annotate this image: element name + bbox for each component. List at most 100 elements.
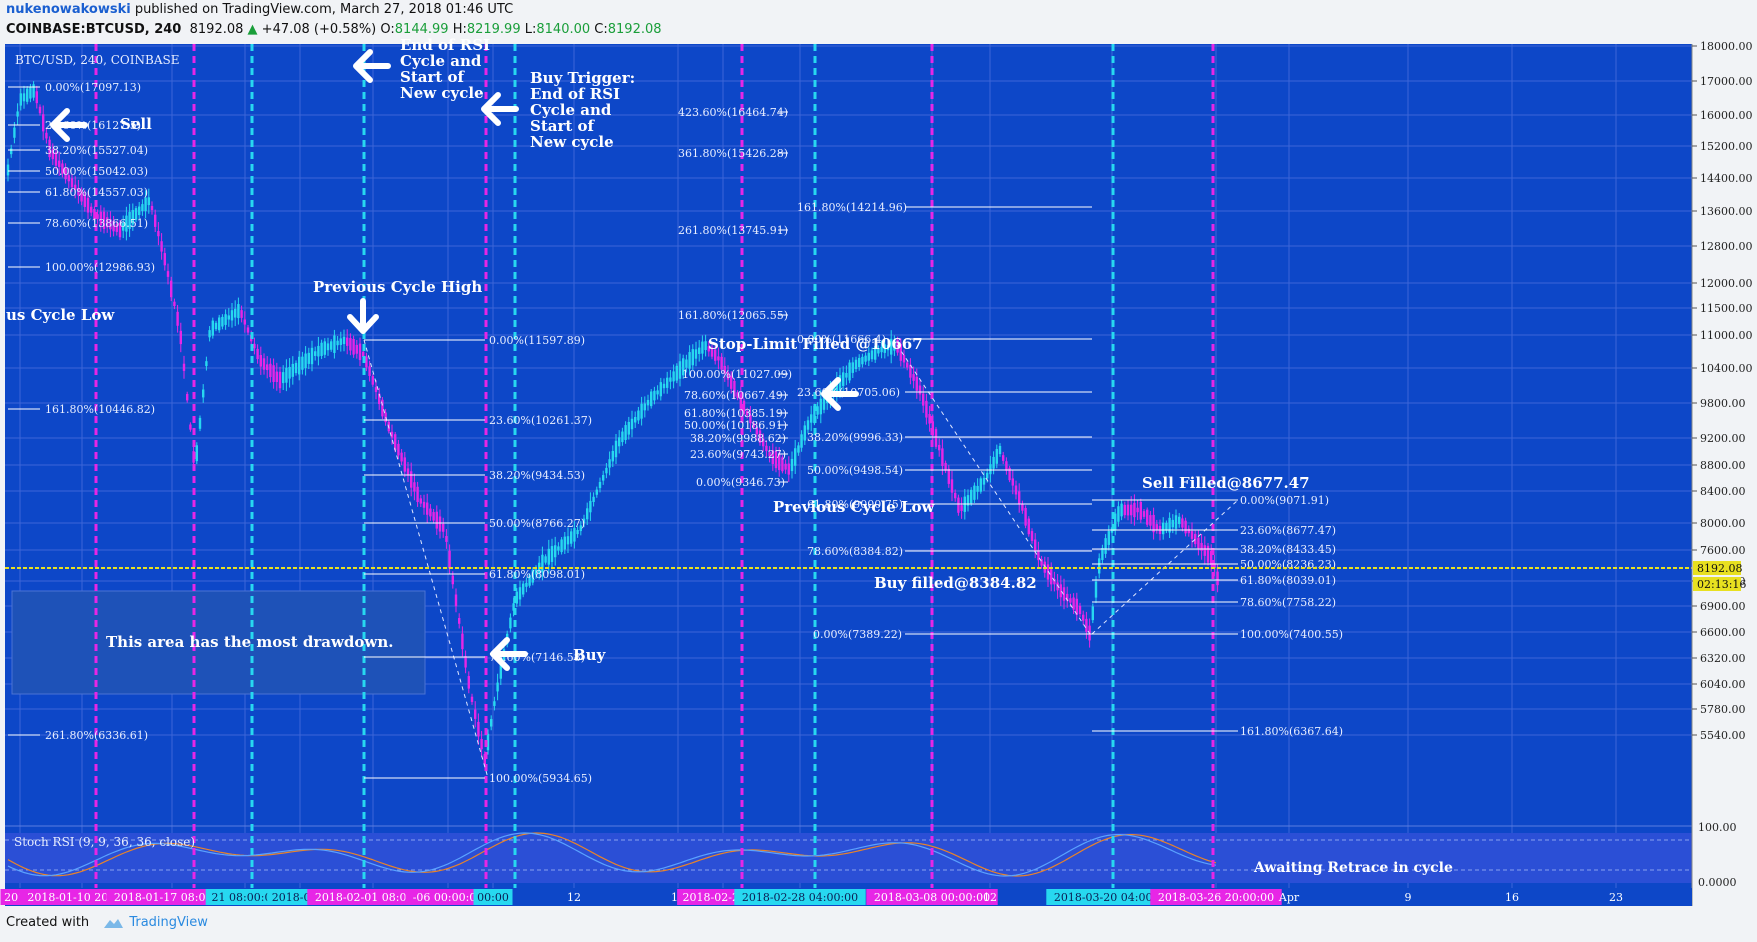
annotation-1: Cycle and <box>400 52 482 70</box>
candle-body-220 <box>710 347 714 357</box>
candle-body-107 <box>349 338 352 351</box>
candle-body-3 <box>16 111 19 117</box>
candle-body-194 <box>627 421 630 435</box>
candle-body-216 <box>698 347 701 354</box>
candle-body-106 <box>346 337 349 346</box>
candle-body-2 <box>13 127 16 138</box>
fib-label-16: 423.60%(16464.74) <box>678 106 788 119</box>
candle-body-229 <box>739 394 742 409</box>
candle-body-182 <box>589 500 592 513</box>
candle-body-31 <box>106 217 109 228</box>
candle-body-29 <box>99 211 102 226</box>
candle-body-261 <box>842 372 845 386</box>
candle-body-367 <box>1181 518 1184 528</box>
y-tick-label-21: 6040.00 <box>1700 678 1746 691</box>
candle-body-150 <box>486 733 490 751</box>
candle-body-139 <box>451 575 454 585</box>
annotation-13: Buy <box>573 646 607 664</box>
candle-body-275 <box>886 345 890 351</box>
candle-body-283 <box>912 374 915 381</box>
candle-body-373 <box>1200 542 1203 551</box>
candle-body-193 <box>624 425 627 441</box>
candle-body-297 <box>957 497 960 513</box>
candle-body-72 <box>237 304 240 319</box>
fib-label-13: 61.80%(8098.01) <box>489 568 585 581</box>
candle-body-359 <box>1155 524 1158 530</box>
candle-body-46 <box>154 214 157 227</box>
x-tick-label-16: Apr <box>1278 891 1300 904</box>
candle-body-1 <box>10 148 13 155</box>
candle-body-249 <box>803 425 806 441</box>
candle-body-330 <box>1062 587 1066 601</box>
candle-body-311 <box>1002 455 1005 461</box>
candle-body-48 <box>160 241 163 252</box>
candle-body-114 <box>371 376 374 385</box>
candle-body-133 <box>432 512 435 521</box>
candle-body-304 <box>979 478 982 492</box>
candle-body-217 <box>701 341 704 354</box>
candle-body-348 <box>1120 503 1123 517</box>
candle-body-244 <box>787 463 790 475</box>
candle-body-19 <box>67 175 70 182</box>
fib-label-17: 361.80%(15426.28) <box>678 147 788 160</box>
candle-body-239 <box>771 450 774 465</box>
y-tick-label-22: 5780.00 <box>1700 703 1746 716</box>
candle-body-285 <box>918 385 922 395</box>
candle-body-121 <box>394 434 397 451</box>
fib-levels: 0.00%(17097.13)23.60%(16127.5)38.20%(155… <box>8 81 1343 785</box>
annotation-2: Start of <box>400 68 466 86</box>
candle-body-250 <box>806 420 810 430</box>
open-value: 8144.99 <box>394 22 449 37</box>
candle-body-102 <box>333 335 336 353</box>
arrow-shape <box>353 49 391 83</box>
candle-body-263 <box>848 362 851 381</box>
candle-body-6 <box>26 88 29 102</box>
candle-body-10 <box>38 106 42 114</box>
candle-body-73 <box>240 310 243 318</box>
candle-body-233 <box>752 422 755 428</box>
candle-body-23 <box>80 190 83 202</box>
fib-label-12: 50.00%(8766.27) <box>489 517 585 530</box>
candle-body-353 <box>1136 507 1139 513</box>
candle-body-237 <box>765 445 768 452</box>
candle-body-251 <box>810 414 813 423</box>
author-name[interactable]: nukenowakowski <box>6 2 131 17</box>
candle-body-273 <box>880 346 883 353</box>
tradingview-link[interactable]: TradingView <box>129 915 208 930</box>
stoch-rsi-lines <box>7 832 1217 877</box>
candle-body-135 <box>438 516 442 532</box>
fib-label-37: 38.20%(8433.45) <box>1240 543 1336 556</box>
current-price-label: 8192.08 <box>1697 562 1743 575</box>
candle-body-54 <box>179 330 182 345</box>
annotation-12: This area has the most drawdown. <box>106 633 393 651</box>
candle-body-204 <box>659 382 662 397</box>
price-change: +47.08 (+0.58%) <box>261 22 377 37</box>
candle-body-227 <box>733 380 736 397</box>
candle-body-92 <box>301 356 304 370</box>
fib-label-5: 78.60%(13866.51) <box>45 217 148 230</box>
candle-body-110 <box>358 343 362 361</box>
candle-body-32 <box>109 219 112 230</box>
current-price-tag <box>1693 561 1741 575</box>
candle-body-186 <box>602 475 605 481</box>
candle-body-52 <box>173 301 176 307</box>
candle-body-160 <box>518 587 522 600</box>
candle-body-361 <box>1162 522 1165 535</box>
candle-body-219 <box>707 346 710 352</box>
x-tick-label-12: 2018-03-08 00:00:00 <box>874 891 990 904</box>
candle-body-77 <box>253 343 256 349</box>
candle-body-202 <box>653 390 656 401</box>
y-tick-label-6: 12800.00 <box>1700 240 1753 253</box>
arrows <box>50 49 859 671</box>
arrow-shape <box>481 92 519 126</box>
candle-body-189 <box>611 450 614 462</box>
candle-body-64 <box>211 320 214 336</box>
y-tick-label-15: 8000.00 <box>1700 517 1746 530</box>
candle-body-120 <box>390 431 394 438</box>
candle-body-37 <box>125 215 128 232</box>
candle-body-266 <box>858 357 861 368</box>
candle-body-286 <box>922 393 925 406</box>
